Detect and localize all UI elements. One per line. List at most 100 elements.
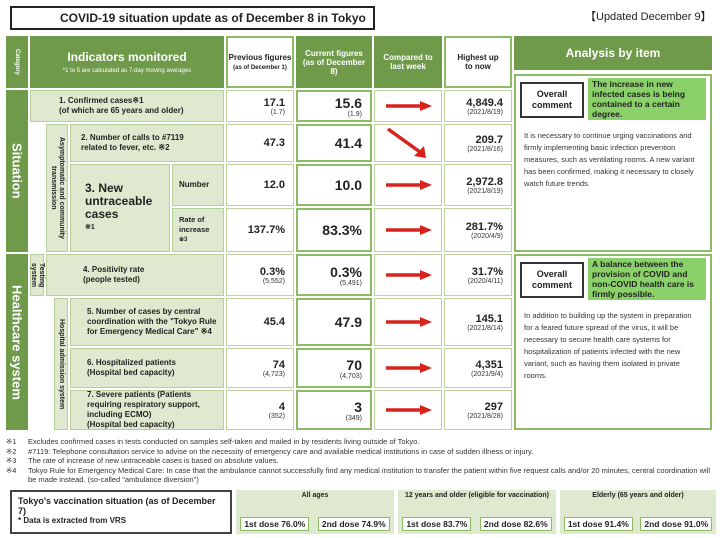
- figure-value: 281.7%: [465, 220, 503, 233]
- previous-figure-cell: 45.4: [226, 298, 294, 346]
- right-arrow-icon: [386, 270, 432, 280]
- footnote: ※4 Tokyo Rule for Emergency Medical Care:…: [6, 465, 711, 485]
- healthcare-overall-summary: A balance between the provision of COVID…: [588, 258, 706, 300]
- figure-subvalue: (352): [268, 412, 285, 420]
- right-arrow-icon: [386, 317, 432, 327]
- arrow-head: [420, 225, 432, 235]
- footnotes: ※1 Excludes confirmed cases in tests cond…: [6, 437, 716, 485]
- figure-value: 137.7%: [247, 224, 285, 236]
- second-dose-value: 2nd dose 82.6%: [479, 517, 552, 531]
- indicator-tokyo-rule: 5. Number of cases by central coordinati…: [70, 298, 224, 346]
- healthcare-group-label: Healthcare system: [6, 254, 28, 430]
- highest-figure-cell: 4,351 (2021/9/4): [444, 348, 512, 388]
- indicator-7119-calls: 2. Number of calls to #7119 related to fe…: [70, 124, 224, 162]
- highest-figure-cell: 31.7% (2020/4/11): [444, 254, 512, 296]
- asymptomatic-sublabel: Asymptomatic and community transmission: [46, 124, 68, 252]
- indicators-header: Indicators monitored *1 to 5 are calcula…: [30, 36, 224, 88]
- second-dose-value: 2nd dose 91.0%: [640, 517, 713, 531]
- figure-subvalue: (4,723): [262, 370, 285, 378]
- analysis-header: Analysis by item: [514, 36, 712, 70]
- figure-value: 2,972.8: [466, 175, 503, 188]
- healthcare-overall-label: Overall comment: [520, 262, 584, 298]
- trend-arrow-cell: [374, 124, 442, 162]
- updated-date: 【Updated December 9】: [585, 11, 712, 23]
- current-figure-cell: 3 (349): [296, 390, 372, 430]
- figure-subvalue: (2021/9/4): [471, 370, 503, 378]
- compared-header: Compared to last week: [374, 36, 442, 88]
- trend-arrow-cell: [374, 90, 442, 122]
- figure-subvalue: (1.9): [347, 110, 362, 118]
- indicator-confirmed-cases: 1. Confirmed cases※1 (of which are 65 yea…: [30, 90, 224, 122]
- first-dose-value: 1st dose 76.0%: [240, 517, 310, 531]
- highest-figure-cell: 2,972.8 (2021/8/19): [444, 164, 512, 206]
- previous-figure-cell: 0.3% (5,552): [226, 254, 294, 296]
- right-arrow-icon: [386, 180, 432, 190]
- highest-figure-cell: 145.1 (2021/8/14): [444, 298, 512, 346]
- highest-header: Highest up to now: [444, 36, 512, 88]
- vaccination-group-elderly: Elderly (65 years and older) 1st dose 91…: [560, 490, 716, 534]
- figure-value: 209.7: [475, 133, 503, 146]
- figure-subvalue: (5,491): [339, 279, 362, 287]
- arrow-head: [420, 317, 432, 327]
- right-arrow-icon: [386, 405, 432, 415]
- current-figure-cell: 47.9: [296, 298, 372, 346]
- current-figure-cell: 70 (4,703): [296, 348, 372, 388]
- figure-subvalue: (2021/8/28): [467, 412, 503, 420]
- figure-subvalue: (2021/8/14): [467, 324, 503, 332]
- arrow-head: [420, 180, 432, 190]
- current-figure-cell: 10.0: [296, 164, 372, 206]
- highest-figure-cell: 297 (2021/8/28): [444, 390, 512, 430]
- arrow-head: [414, 146, 426, 158]
- figure-subvalue: (2021/8/16): [467, 145, 503, 153]
- figure-subvalue: (2021/8/19): [467, 108, 503, 116]
- highest-figure-cell: 281.7% (2020/4/9): [444, 208, 512, 252]
- second-dose-value: 2nd dose 74.9%: [317, 517, 390, 531]
- hospital-sublabel: Hospital admission system: [54, 298, 68, 430]
- indicator-hospitalized: 6. Hospitalized patients (Hospital bed ca…: [70, 348, 224, 388]
- trend-arrow-cell: [374, 164, 442, 206]
- figure-subvalue: (2020/4/9): [471, 232, 503, 240]
- previous-figures-header: Previous figures (as of December 1): [226, 36, 294, 88]
- figure-value: 47.3: [263, 137, 285, 149]
- figure-value: 70: [346, 356, 362, 373]
- figure-value: 10.0: [334, 177, 362, 193]
- right-arrow-icon: [386, 101, 432, 111]
- trend-arrow-cell: [374, 298, 442, 346]
- figure-subvalue: (2020/4/11): [467, 277, 503, 285]
- trend-arrow-cell: [374, 348, 442, 388]
- highest-figure-cell: 4,849.4 (2021/8/19): [444, 90, 512, 122]
- first-dose-value: 1st dose 91.4%: [563, 517, 633, 531]
- indicator-untraceable-cases: 3. New untraceable cases ※1: [70, 164, 170, 252]
- figure-value: 4,849.4: [466, 96, 503, 109]
- trend-arrow-cell: [374, 254, 442, 296]
- vaccination-group-all: All ages 1st dose 76.0% 2nd dose 74.9%: [236, 490, 394, 534]
- arrow-shaft: [386, 127, 422, 154]
- indicator-untraceable-number: Number: [172, 164, 224, 206]
- vaccination-title-box: Tokyo's vaccination situation (as of Dec…: [10, 490, 232, 534]
- figure-subvalue: (5,552): [262, 277, 285, 285]
- situation-analysis-text: It is necessary to continue urging vacci…: [524, 131, 695, 188]
- arrow-head: [420, 270, 432, 280]
- arrow-head: [420, 363, 432, 373]
- previous-figure-cell: 17.1 (1.7): [226, 90, 294, 122]
- figure-value: 31.7%: [471, 265, 503, 278]
- arrow-head: [420, 405, 432, 415]
- figure-value: 145.1: [475, 312, 503, 325]
- trend-arrow-cell: [374, 390, 442, 430]
- figure-value: 297: [484, 400, 503, 413]
- trend-arrow-cell: [374, 208, 442, 252]
- previous-figure-cell: 12.0: [226, 164, 294, 206]
- figure-value: 47.9: [334, 314, 362, 330]
- indicator-severe-patients: 7. Severe patients (Patients requiring r…: [70, 390, 224, 430]
- figure-value: 41.4: [334, 135, 362, 151]
- right-arrow-icon: [386, 225, 432, 235]
- figure-value: 83.3%: [322, 222, 362, 238]
- indicator-positivity-rate: 4. Positivity rate (people tested): [46, 254, 224, 296]
- category-header: Category: [6, 36, 28, 88]
- indicator-untraceable-rate: Rate of increase ※3: [172, 208, 224, 252]
- situation-overall-label: Overall comment: [520, 82, 584, 118]
- testing-sublabel: Testing system: [30, 254, 45, 296]
- footnote: ※3 The rate of increase of new untraceabl…: [6, 456, 279, 465]
- figure-subvalue: (4,703): [339, 372, 362, 380]
- figure-value: 0.3%: [330, 263, 362, 280]
